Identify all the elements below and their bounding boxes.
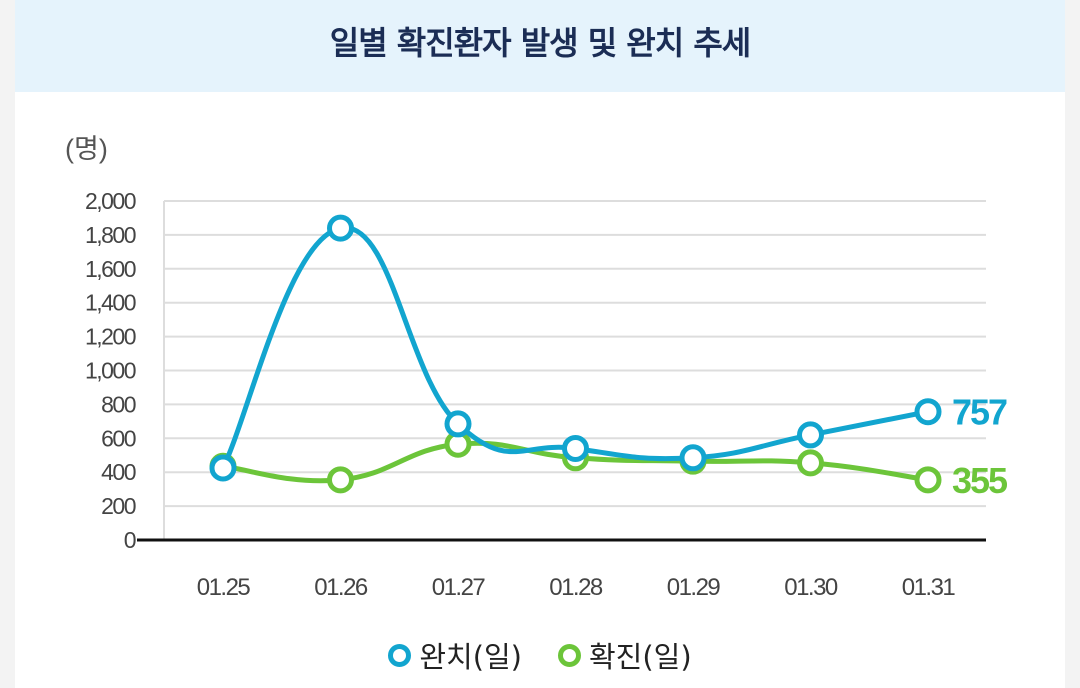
x-tick-label: 01.25 [197,574,251,601]
x-tick-label: 01.30 [784,574,838,601]
end-value-label: 355 [952,460,1008,501]
data-point [209,454,237,482]
legend-marker-recovered [388,643,412,667]
data-point [914,466,942,494]
axes [137,201,986,542]
chart-title: 일별 확진환자 발생 및 완치 추세 [329,24,751,62]
y-tick-label: 0 [124,527,136,553]
y-tick-label: 1,800 [85,222,136,248]
legend-item-recovered: 완치(일) [388,634,522,676]
y-tick-label: 1,600 [85,256,136,282]
y-tick-label: 2,000 [85,188,136,214]
y-tick-label: 400 [101,459,136,485]
data-point [797,449,824,477]
x-tick-label: 01.26 [314,574,368,601]
end-value-label: 757 [952,392,1007,433]
x-axis-ticks: 01.25 01.26 01.27 01.28 01.29 01.30 01.31 [197,574,957,601]
data-point [914,398,942,426]
x-tick-label: 01.31 [902,574,956,601]
line-chart: (명) 0 200 400 600 800 1,000 1,200 1,400 1,600 1,8… [65,134,1010,601]
data-point [562,434,589,462]
x-tick-label: 01.27 [432,574,486,601]
data-point [327,214,354,242]
data-point [327,466,354,494]
legend: 완치(일) 확진(일) [15,630,1065,680]
legend-marker-confirmed [558,643,581,667]
y-tick-label: 1,200 [85,324,136,350]
y-axis-unit-label: (명) [65,134,108,164]
data-point [444,410,472,438]
y-tick-label: 1,000 [85,358,136,384]
y-tick-label: 200 [101,493,136,519]
y-tick-label: 600 [101,425,136,451]
series-lines [209,214,942,494]
legend-item-confirmed: 확진(일) [558,634,692,676]
title-bar: 일별 확진환자 발생 및 완치 추세 [15,0,1065,92]
y-tick-label: 800 [101,391,136,417]
end-labels: 355 757 [952,392,1010,501]
legend-label-recovered: 완치(일) [419,640,522,674]
legend-label-confirmed: 확진(일) [589,640,692,674]
x-tick-label: 01.28 [549,574,603,601]
data-point [679,444,707,472]
series-line-0 [220,225,931,471]
y-tick-label: 1,400 [85,290,136,316]
y-axis-ticks: 0 200 400 600 800 1,000 1,200 1,400 1,600 1,800 2,… [85,188,137,553]
chart-card: 일별 확진환자 발생 및 완치 추세 (명) 0 200 400 600 800 1,00… [15,0,1065,688]
data-point [797,421,824,449]
x-tick-label: 01.29 [667,574,721,601]
